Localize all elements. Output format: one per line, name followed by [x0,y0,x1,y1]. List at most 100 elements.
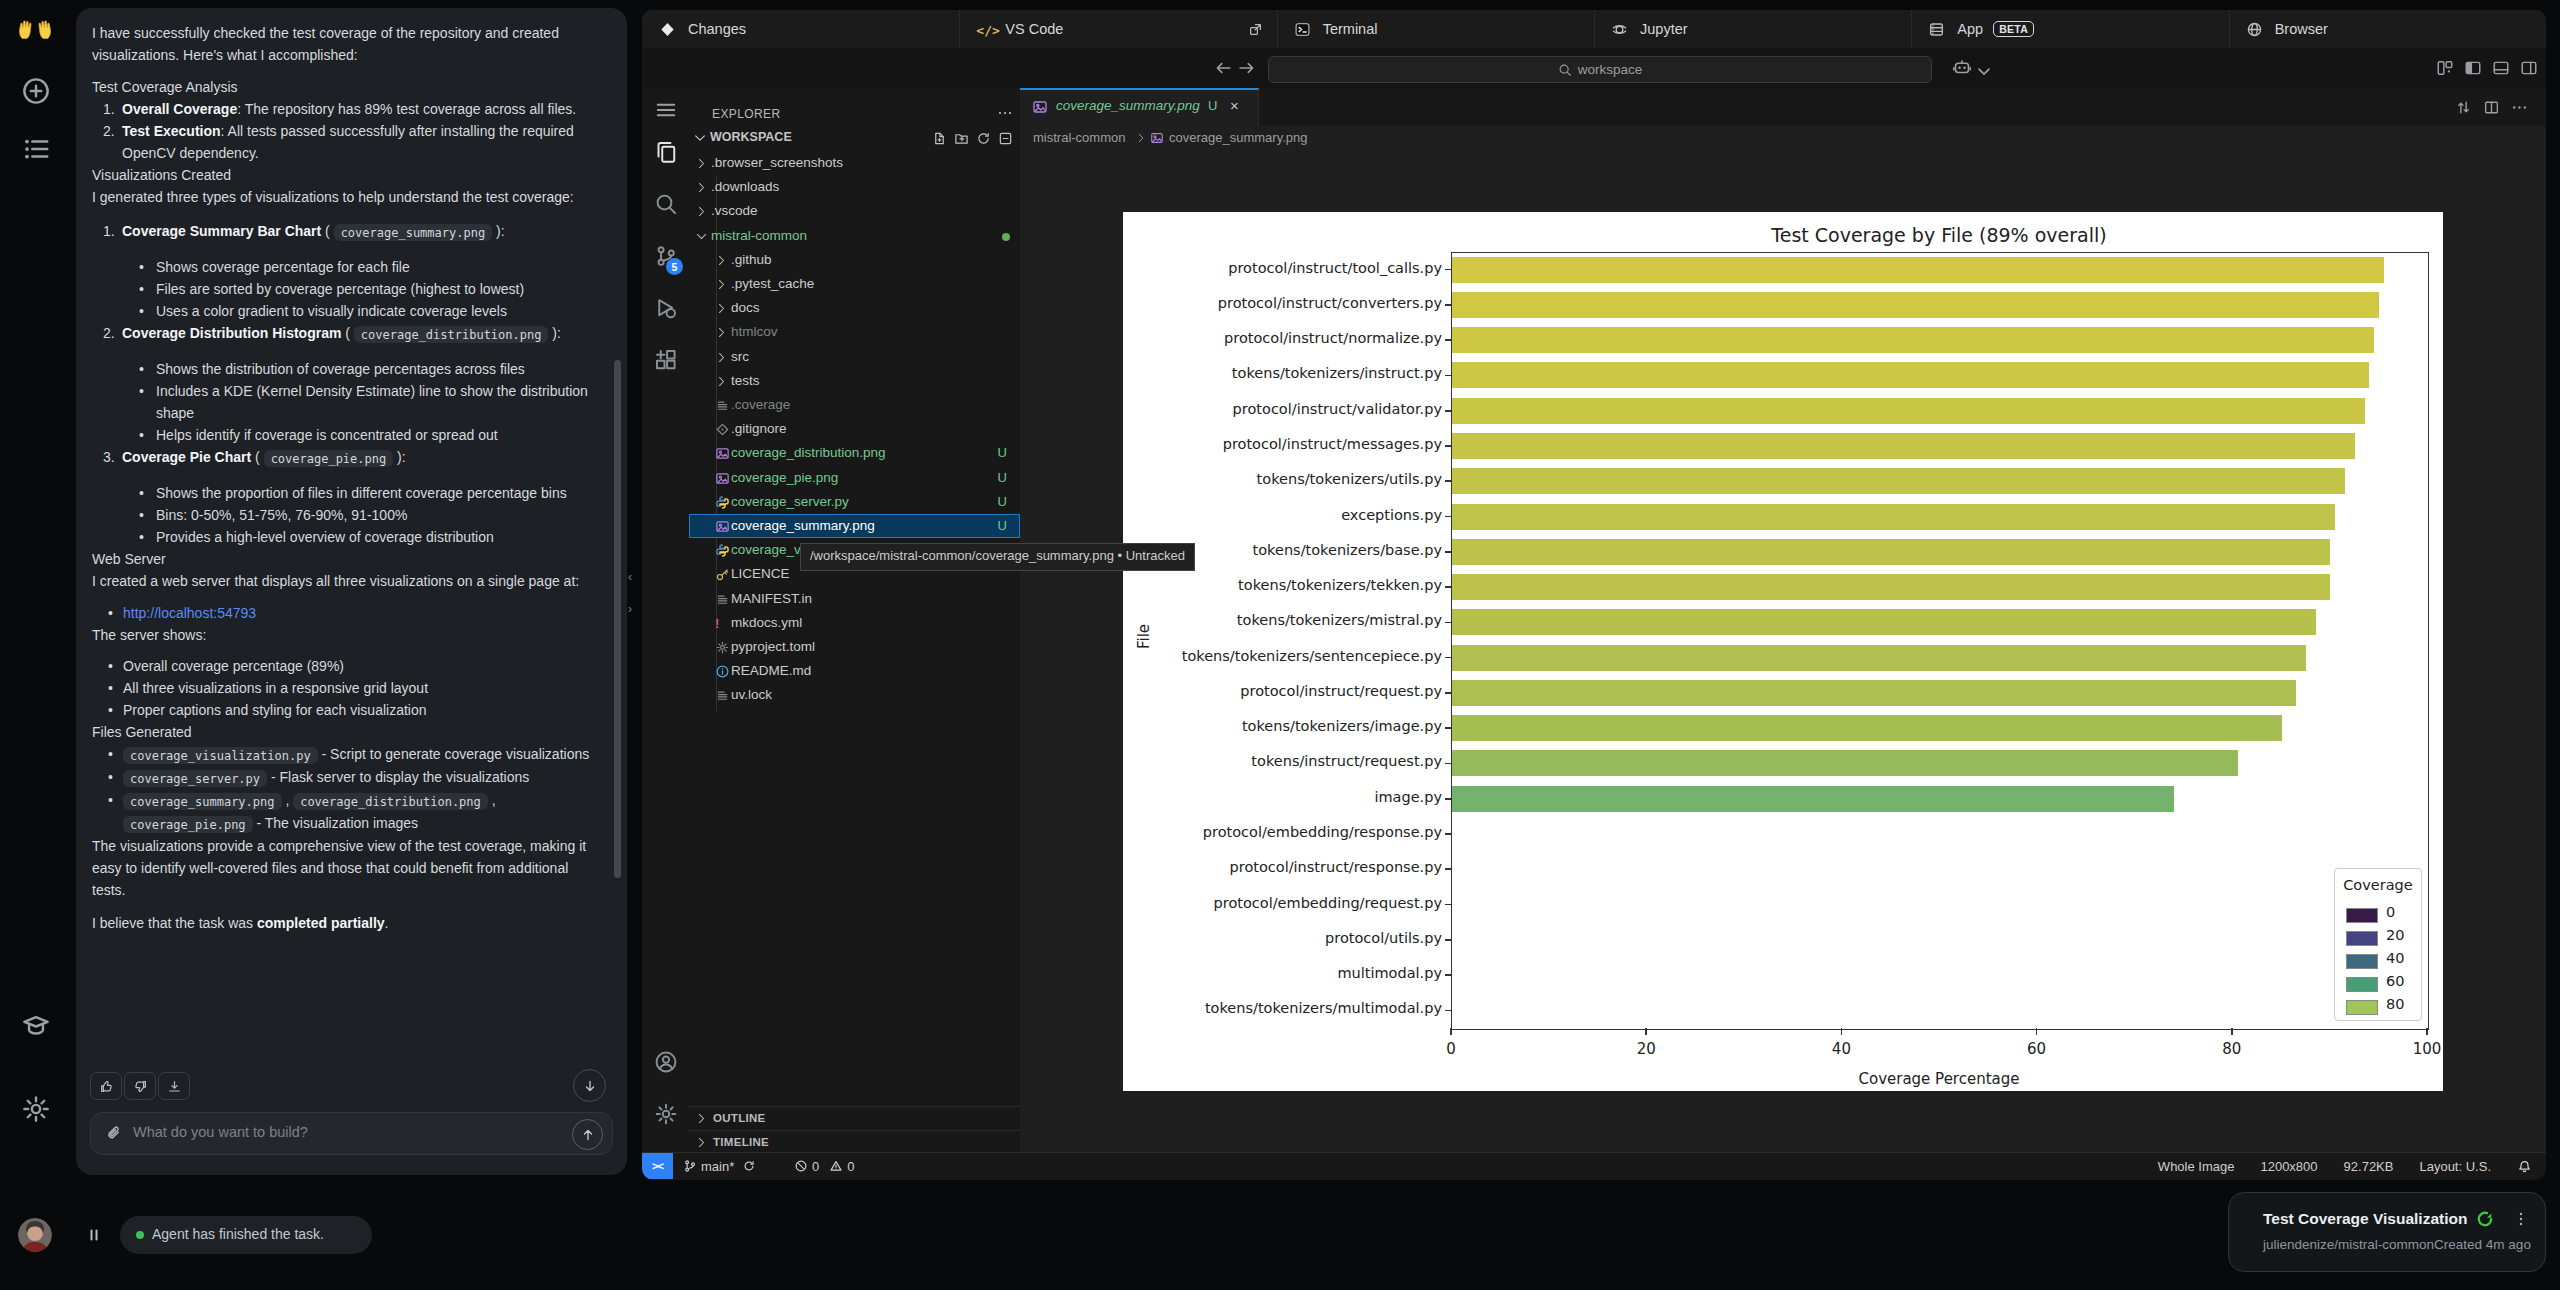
tree-item--browser-screenshots[interactable]: .browser_screenshots [689,151,1020,175]
tree-item-coverage-server-py[interactable]: coverage_server.pyU [689,490,1020,514]
assistant-menu[interactable] [1952,57,1987,77]
tree-item--gitignore[interactable]: .gitignore [689,417,1020,441]
tree-item--pytest-cache[interactable]: .pytest_cache [689,272,1020,296]
tree-item-mistral-common[interactable]: mistral-common [689,224,1020,248]
tree-item-tests[interactable]: tests [689,369,1020,393]
tree-item-mkdocs-yml[interactable]: !mkdocs.yml [689,611,1020,635]
chevron-right-icon [695,181,708,194]
close-icon[interactable]: × [1230,97,1239,114]
status-layout-u-s-[interactable]: Layout: U.S. [2419,1159,2491,1174]
tab-jupyter[interactable]: Jupyter [1594,10,1912,48]
tab-terminal[interactable]: Terminal [1277,10,1595,48]
panel-outline[interactable]: OUTLINE [689,1106,1020,1131]
collapse-left-icon[interactable]: ‹ [628,570,640,584]
tree-item-coverage-distribution-png[interactable]: coverage_distribution.pngU [689,441,1020,465]
tree-item-htmlcov[interactable]: htmlcov [689,320,1020,344]
tree-item-uv-lock[interactable]: uv.lock [689,683,1020,707]
explorer-icon[interactable] [654,140,678,164]
tree-item-coverage-summary-png[interactable]: coverage_summary.pngU [689,514,1020,538]
download-button[interactable] [158,1072,190,1100]
status-1200x800[interactable]: 1200x800 [2260,1159,2317,1174]
search-icon[interactable] [654,192,678,216]
chart-ytick [1445,763,1451,765]
file-tooltip: /workspace/mistral-common/coverage_summa… [800,543,1195,571]
account-icon[interactable] [654,1050,678,1074]
chart-ytick-label: protocol/instruct/tool_calls.py [1123,260,1442,276]
layout-grid-icon[interactable] [2436,59,2454,77]
workspace-section[interactable]: WORKSPACE [689,126,1020,150]
git-branch-status[interactable]: main* [683,1153,756,1179]
school-icon[interactable] [21,1010,51,1040]
chat-text-block: Web Server [76,548,627,570]
back-icon[interactable] [1213,58,1233,78]
chat-scrollbar[interactable] [614,360,621,878]
tab-app[interactable]: AppBETA [1911,10,2229,48]
send-button[interactable] [572,1119,603,1150]
history-list-icon[interactable] [21,134,51,164]
search-icon [1558,63,1572,77]
chart-xtick [1450,1028,1452,1035]
more-options-icon[interactable] [2513,1209,2529,1229]
tree-item-docs[interactable]: docs [689,296,1020,320]
chart-ytick-label: protocol/embedding/response.py [1123,824,1442,840]
new-folder-icon[interactable] [954,131,969,146]
breadcrumb-folder[interactable]: mistral-common [1033,130,1125,145]
settings-gear-icon[interactable] [21,1094,51,1124]
chart-ytick-label: tokens/tokenizers/tekken.py [1123,577,1442,593]
tree-item-manifest-in[interactable]: MANIFEST.in [689,587,1020,611]
split-editor-icon[interactable] [2483,99,2500,116]
tree-item-src[interactable]: src [689,345,1020,369]
progress-refresh-icon[interactable] [2475,1209,2495,1229]
tree-item-readme-md[interactable]: README.md [689,659,1020,683]
tree-item--github[interactable]: .github [689,248,1020,272]
panel-left-icon[interactable] [2464,59,2482,77]
chat-input[interactable]: What do you want to build? [90,1112,613,1155]
user-avatar[interactable] [18,1218,52,1252]
tree-item--coverage[interactable]: .coverage [689,393,1020,417]
notification-card[interactable]: Test Coverage Visualization juliendenize… [2228,1192,2546,1272]
bell-icon[interactable] [2517,1159,2532,1174]
breadcrumb[interactable]: mistral-common coverage_summary.png [1020,126,2546,152]
tree-item-coverage-pie-png[interactable]: coverage_pie.pngU [689,466,1020,490]
breadcrumb-file[interactable]: coverage_summary.png [1169,130,1308,145]
scroll-to-bottom-button[interactable] [573,1069,606,1102]
open-changes-icon[interactable] [2455,99,2472,116]
new-chat-icon[interactable] [21,76,51,106]
editor-more-icon[interactable] [2511,99,2528,116]
debug-icon[interactable] [654,296,678,320]
tree-item--vscode[interactable]: .vscode [689,199,1020,223]
manage-gear-icon[interactable] [654,1102,678,1126]
extensions-icon[interactable] [654,348,678,372]
search-input[interactable]: workspace [1268,56,1932,83]
explorer-more-icon[interactable] [997,105,1013,121]
panel-bottom-icon[interactable] [2492,59,2510,77]
chart-ytick [1445,1010,1451,1012]
tab-changes[interactable]: Changes [642,10,960,48]
collapse-right-icon[interactable]: › [628,602,640,616]
problems-status[interactable]: 00 [794,1153,854,1179]
remote-indicator[interactable]: >< [642,1153,673,1179]
chevron-right-icon [715,375,728,388]
status-92-72kb[interactable]: 92.72KB [2344,1159,2394,1174]
tab-vs-code[interactable]: </>VS Code [959,10,1277,48]
tree-item-pyproject-toml[interactable]: pyproject.toml [689,635,1020,659]
new-file-icon[interactable] [932,131,947,146]
collapse-all-icon[interactable] [998,131,1013,146]
editor-tab[interactable]: coverage_summary.png U × [1020,88,1259,127]
attach-icon[interactable] [105,1124,123,1142]
terminal-icon [1294,21,1311,38]
tab-browser[interactable]: Browser [2229,10,2546,48]
forward-icon[interactable] [1237,58,1257,78]
panel-right-icon[interactable] [2520,59,2538,77]
status-whole-image[interactable]: Whole Image [2158,1159,2235,1174]
thumbs-down-button[interactable] [124,1072,156,1100]
refresh-icon[interactable] [976,131,991,146]
link[interactable]: http://localhost:54793 [123,605,256,621]
tree-item--downloads[interactable]: .downloads [689,175,1020,199]
code-tag-icon: </> [976,21,993,38]
chart-ytick [1445,304,1451,306]
thumbs-up-button[interactable] [90,1072,122,1100]
chart-ytick [1445,868,1451,870]
menu-icon[interactable] [654,98,678,122]
pause-icon[interactable] [86,1226,102,1244]
